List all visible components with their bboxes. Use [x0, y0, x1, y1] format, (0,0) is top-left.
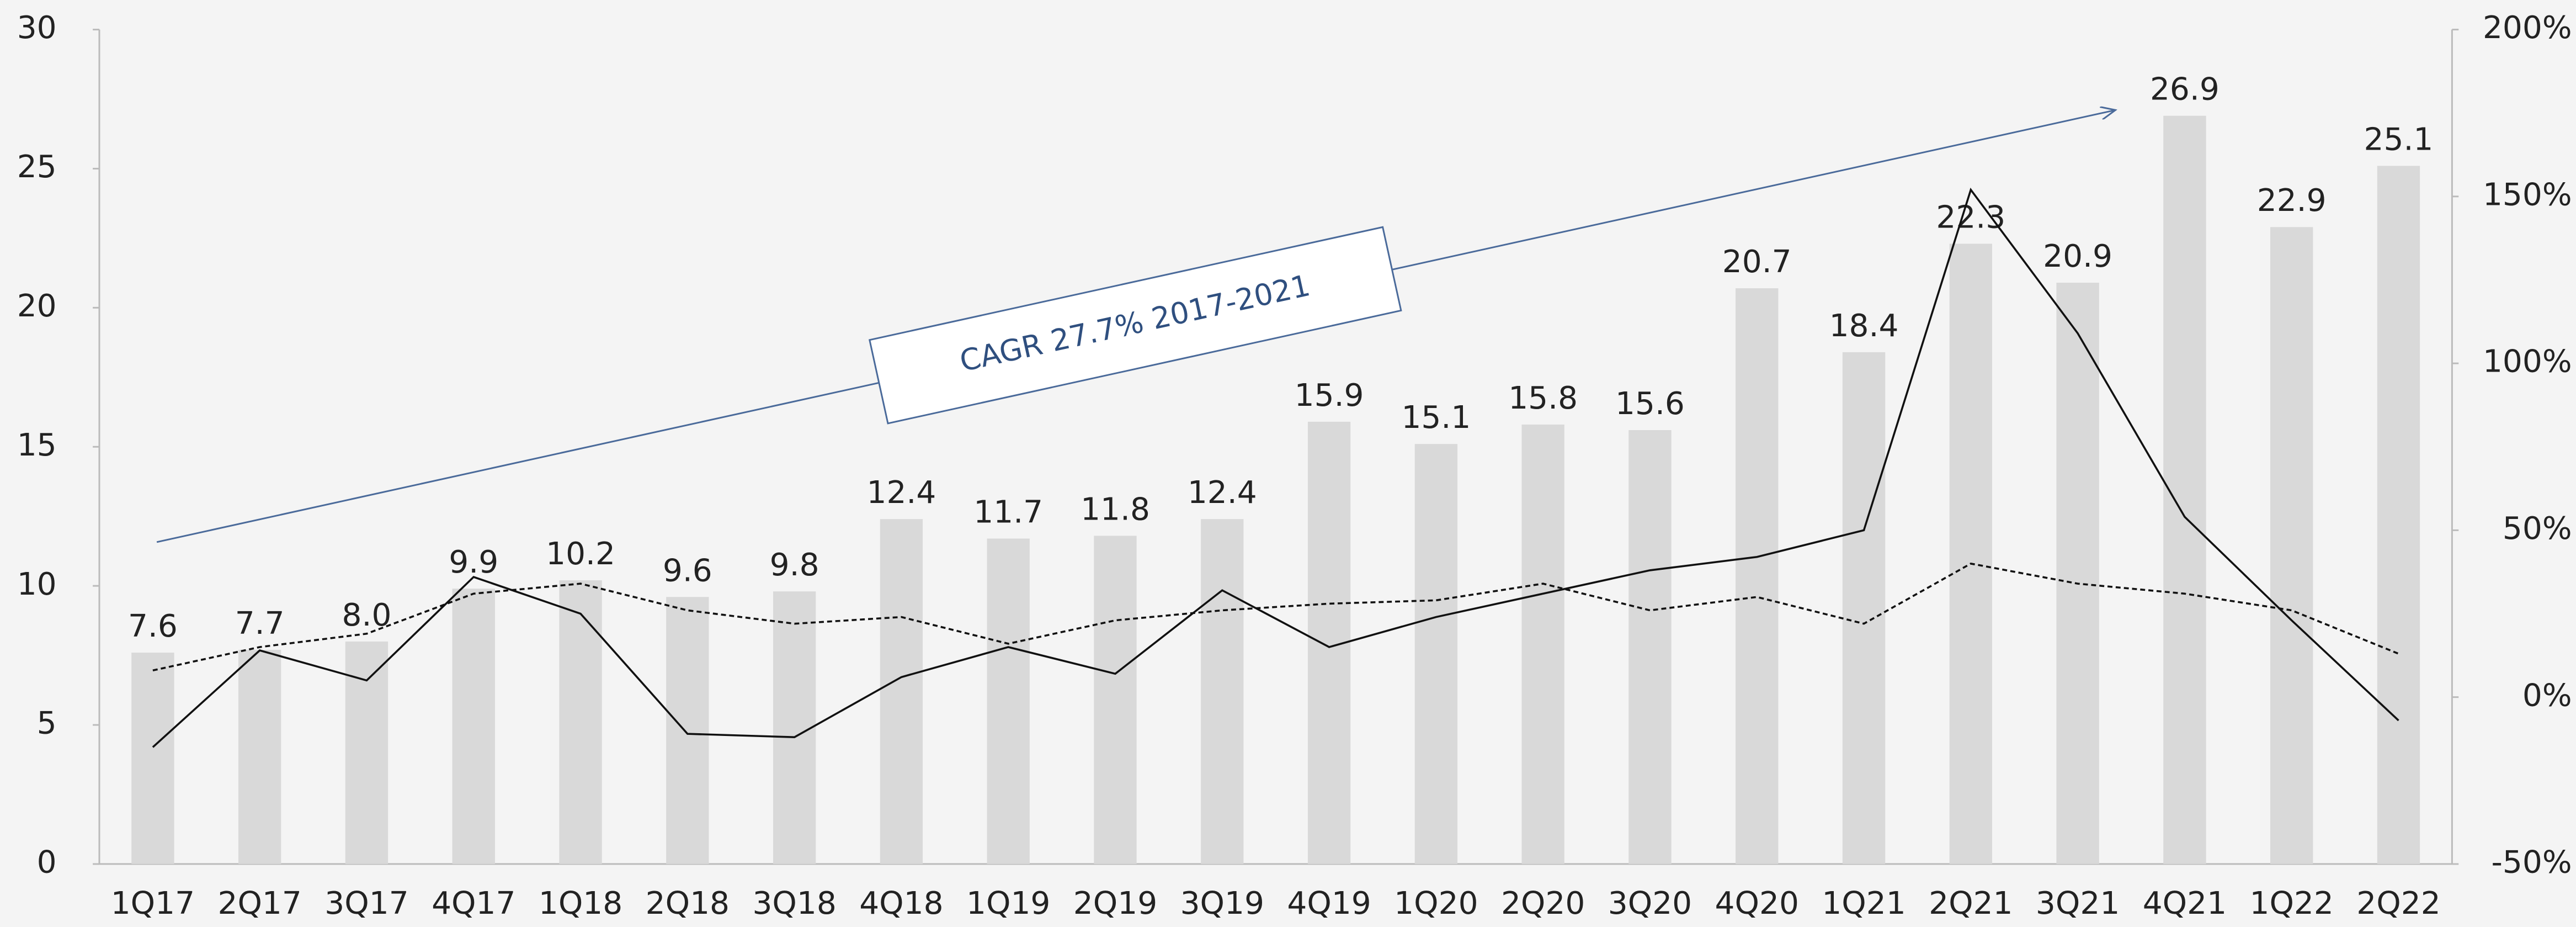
- bar: [2270, 227, 2313, 864]
- y2-tick-label: 200%: [2483, 10, 2572, 46]
- x-tick-label: 2Q18: [646, 886, 730, 921]
- bar: [987, 538, 1030, 864]
- x-tick-label: 3Q17: [324, 886, 408, 921]
- bar: [1201, 519, 1244, 864]
- x-tick-label: 1Q17: [111, 886, 195, 921]
- bar: [2056, 283, 2099, 864]
- y2-tick-label: 50%: [2503, 511, 2572, 547]
- x-tick-label: 1Q22: [2250, 886, 2334, 921]
- bar: [1628, 430, 1672, 864]
- bar: [2377, 166, 2420, 864]
- bar: [1094, 536, 1137, 864]
- value-label: 15.8: [1508, 380, 1578, 416]
- value-label: 20.9: [2043, 239, 2112, 274]
- bar: [773, 591, 816, 864]
- x-tick-label: 4Q19: [1287, 886, 1371, 921]
- y-tick-label: 30: [17, 10, 57, 46]
- value-label: 11.8: [1081, 491, 1150, 527]
- value-label: 25.1: [2364, 121, 2434, 157]
- line: [152, 562, 2399, 672]
- value-label: 7.6: [128, 608, 178, 644]
- x-tick-label: 3Q19: [1180, 886, 1264, 921]
- value-label: 12.4: [1188, 475, 1257, 511]
- value-label: 7.7: [235, 606, 285, 642]
- x-tick-label: 2Q20: [1501, 886, 1585, 921]
- bar: [1521, 424, 1564, 864]
- bar: [452, 589, 495, 864]
- bar: [880, 519, 923, 864]
- x-tick-label: 4Q20: [1715, 886, 1799, 921]
- y-tick-label: 20: [17, 288, 57, 324]
- x-tick-label: 3Q20: [1608, 886, 1692, 921]
- value-label: 15.9: [1295, 378, 1364, 414]
- bar: [345, 641, 388, 864]
- bar: [1414, 444, 1458, 864]
- x-tick-label: 3Q18: [752, 886, 836, 921]
- bar: [559, 580, 602, 864]
- x-tick-label: 2Q21: [1929, 886, 2013, 921]
- y-tick-label: 0: [37, 845, 57, 881]
- y-tick-label: 5: [37, 706, 57, 741]
- annotation-frame: [869, 226, 1402, 425]
- x-tick-label: 2Q19: [1073, 886, 1157, 921]
- bar: [2163, 115, 2206, 864]
- value-label: 15.6: [1615, 386, 1685, 422]
- value-label: 10.2: [546, 536, 615, 572]
- bar: [1736, 288, 1779, 864]
- value-label: 26.9: [2150, 72, 2220, 108]
- y-tick-label: 25: [17, 149, 57, 185]
- bar: [666, 597, 709, 864]
- value-label: 9.9: [449, 544, 498, 580]
- y-tick-label: 15: [17, 427, 57, 463]
- x-tick-label: 1Q21: [1822, 886, 1906, 921]
- value-label: 11.7: [973, 494, 1043, 530]
- value-label: 12.4: [867, 475, 936, 511]
- value-label: 15.1: [1401, 400, 1471, 436]
- x-tick-label: 4Q21: [2143, 886, 2227, 921]
- value-label: 22.3: [1936, 199, 2005, 235]
- line: [152, 187, 2399, 748]
- x-tick-label: 2Q17: [218, 886, 302, 921]
- y2-tick-label: 100%: [2483, 344, 2572, 380]
- bar: [131, 653, 174, 864]
- x-tick-label: 1Q20: [1394, 886, 1478, 921]
- x-tick-label: 4Q17: [432, 886, 515, 921]
- value-label: 9.6: [663, 553, 712, 589]
- value-label: 9.8: [770, 547, 819, 583]
- x-tick-label: 2Q22: [2356, 886, 2440, 921]
- value-label: 20.7: [1722, 244, 1792, 280]
- x-tick-label: 1Q18: [539, 886, 622, 921]
- x-tick-label: 3Q21: [2036, 886, 2120, 921]
- bar: [1842, 352, 1886, 864]
- y2-tick-label: 150%: [2483, 177, 2572, 213]
- value-label: 8.0: [342, 597, 392, 633]
- bar: [238, 650, 281, 864]
- value-label: 22.9: [2257, 183, 2327, 219]
- x-tick-label: 1Q19: [966, 886, 1050, 921]
- x-tick-label: 4Q18: [859, 886, 943, 921]
- value-label: 18.4: [1829, 308, 1899, 344]
- y2-tick-label: 0%: [2522, 677, 2572, 713]
- y-tick-label: 10: [17, 566, 57, 602]
- y2-tick-label: -50%: [2492, 845, 2572, 881]
- bar: [1949, 243, 1992, 864]
